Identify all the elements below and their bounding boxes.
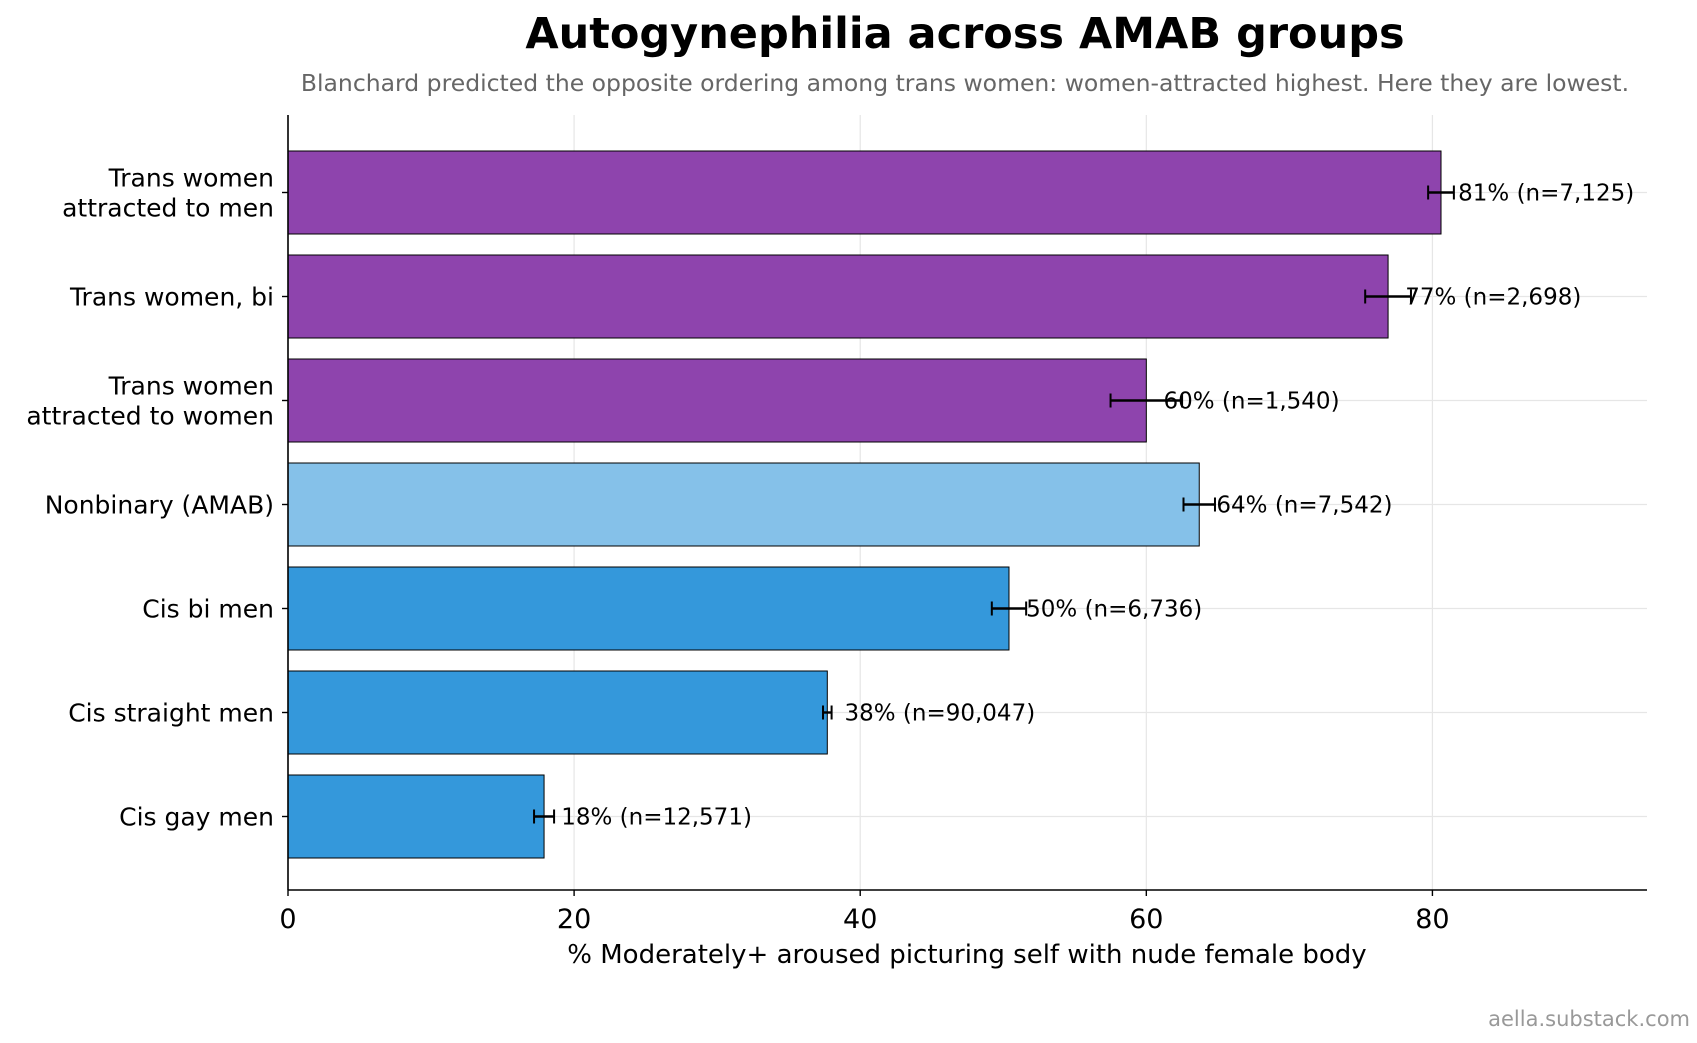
x-tick-label: 40 (843, 904, 877, 935)
bar (287, 670, 828, 755)
bar (287, 150, 1442, 235)
watermark: aella.substack.com (1488, 1007, 1690, 1031)
chart-subtitle: Blanchard predicted the opposite orderin… (301, 69, 1629, 97)
y-tick-label: attracted to women (26, 402, 274, 431)
chart-title: Autogynephilia across AMAB groups (525, 9, 1404, 59)
x-tick-label: 80 (1415, 904, 1449, 935)
data-label: 81% (n=7,125) (1458, 181, 1634, 207)
y-tick-label: Trans women (108, 164, 274, 193)
bar (287, 358, 1147, 443)
data-label: 64% (n=7,542) (1216, 493, 1392, 519)
data-label: 38% (n=90,047) (844, 701, 1035, 727)
y-tick-label: Cis straight men (68, 699, 274, 728)
data-label: 77% (n=2,698) (1405, 285, 1581, 311)
axes (287, 115, 1647, 891)
data-label: 60% (n=1,540) (1163, 389, 1339, 415)
bars (287, 150, 1442, 859)
x-axis-label: % Moderately+ aroused picturing self wit… (567, 940, 1366, 970)
bar (287, 254, 1389, 339)
y-tick-label: Trans women, bi (69, 283, 274, 312)
bar (287, 462, 1200, 547)
x-tick-label: 0 (279, 904, 296, 935)
y-tick-label: Nonbinary (AMAB) (45, 491, 274, 520)
y-tick-label: Trans women (108, 372, 274, 401)
bar (287, 566, 1010, 651)
data-label: 18% (n=12,571) (561, 805, 752, 831)
data-label: 50% (n=6,736) (1026, 597, 1202, 623)
x-tick-label: 60 (1129, 904, 1163, 935)
y-tick-label: Cis bi men (142, 595, 274, 624)
y-tick-label: Cis gay men (119, 803, 274, 832)
bar (287, 774, 545, 859)
x-tick-label: 20 (557, 904, 591, 935)
y-tick-label: attracted to men (62, 194, 274, 223)
